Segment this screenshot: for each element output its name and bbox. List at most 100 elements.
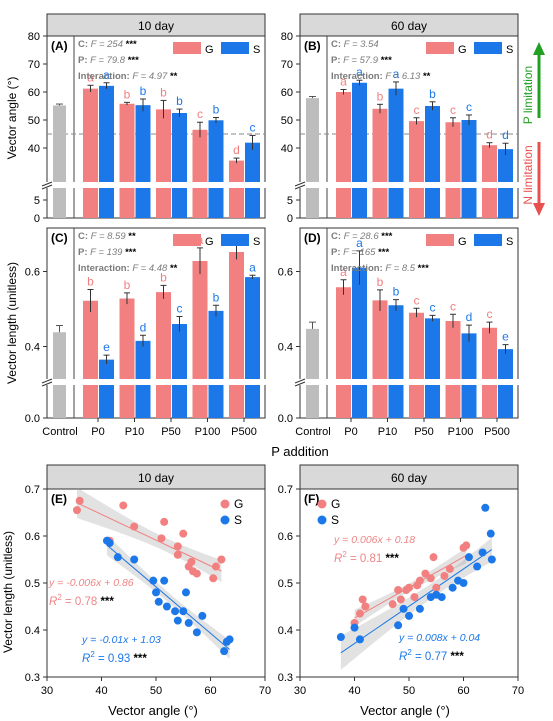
r-squared-S: R2 = 0.93 *** (82, 650, 147, 665)
axis-break-mark (41, 184, 53, 190)
point-S (350, 623, 359, 632)
y-tick-label: 0.7 (25, 484, 40, 496)
bar-G-P0 (83, 88, 98, 218)
axis-break-gap (41, 379, 271, 385)
point-G (160, 517, 169, 526)
legend-swatch-S (474, 234, 502, 246)
point-S (179, 607, 188, 616)
bar-G-P100 (192, 129, 208, 218)
y-tick-label: 0.6 (278, 267, 293, 279)
y-tick-label: 80 (281, 31, 293, 43)
point-G (462, 541, 471, 550)
x-tick-label: 40 (348, 685, 360, 697)
anova-stat-line: C: F = 28.6 *** (331, 231, 393, 242)
sig-letter-S-P10: b (393, 285, 400, 299)
point-S (181, 588, 190, 597)
x-tick-label-P500: P500 (484, 426, 510, 438)
sig-letter-G-P50: c (414, 293, 420, 307)
sig-letter-G-P50: c (414, 103, 420, 117)
point-G (211, 562, 220, 571)
legend-swatch-S (221, 234, 249, 246)
y-tick-label: 80 (28, 31, 40, 43)
bar-G-P50 (156, 109, 171, 218)
y-tick-label: 50 (28, 115, 40, 127)
legend-swatch-S (474, 42, 502, 54)
y-tick-label: 0.4 (278, 625, 293, 637)
regression-equation-S: y = -0.01x + 1.03 (81, 634, 161, 646)
point-S (336, 633, 345, 642)
y-tick-label: 40 (281, 143, 293, 155)
x-tick-label-control: Control (42, 426, 77, 438)
r-squared-S: R2 = 0.77 *** (399, 648, 464, 663)
bar-S-P10 (388, 305, 404, 418)
point-G (192, 569, 201, 578)
n-limitation-arrowhead (533, 203, 545, 216)
panel-label-F: (F) (304, 492, 319, 506)
x-tick-label-P0: P0 (91, 426, 104, 438)
sig-letter-G-P10: b (124, 87, 131, 101)
n-limitation-label: N limitation (521, 145, 535, 204)
point-G (173, 542, 182, 551)
panel-label-B: (B) (304, 39, 321, 53)
point-S (225, 635, 234, 644)
y-tick-label: 40 (28, 143, 40, 155)
axis-break-gap (41, 182, 271, 188)
bar-G-P50 (409, 312, 424, 418)
x-tick-label-P10: P10 (125, 426, 145, 438)
y-tick-label: 0.3 (25, 672, 40, 684)
bar-S-P100 (208, 310, 224, 418)
point-S (130, 555, 139, 564)
y-tick-label: 0.0 (25, 413, 40, 425)
x-tick-label: 30 (41, 685, 53, 697)
y-axis-title-length: Vector length (unitless) (5, 262, 19, 384)
anova-stat-line: Interaction: F = 4.97 ** (78, 71, 178, 82)
bar-G-P0 (336, 287, 351, 418)
point-G (421, 569, 430, 578)
legend-marker-G (220, 499, 230, 509)
sig-letter-G-P500: c (487, 307, 493, 321)
panel-strip-F (299, 464, 519, 490)
y-tick-label: 60 (281, 87, 293, 99)
bar-S-P0 (99, 85, 114, 218)
x-tick-label-control: Control (295, 426, 330, 438)
strip-label-F: 60 day (391, 471, 427, 485)
legend-swatch-S (221, 42, 249, 54)
y-tick-label: 0.4 (278, 342, 293, 354)
sig-letter-S-P10: d (140, 320, 147, 334)
sig-letter-G-P0: a (87, 70, 94, 84)
x-tick-label: 70 (512, 685, 524, 697)
axis-break-gap (294, 379, 524, 385)
panel-strip-E (46, 464, 266, 490)
bar-S-P0 (352, 82, 367, 218)
point-S (105, 539, 114, 548)
scatter-panel-E: 10 day 30 40 50 60 70 0.3 0.4 0.5 0.6 0.7 (E) GSy = … (25, 464, 271, 697)
point-G (130, 522, 139, 531)
point-S (415, 604, 424, 613)
regression-equation-S: y = 0.008x + 0.04 (398, 632, 480, 644)
y-tick-label: 50 (281, 115, 293, 127)
point-S (220, 647, 229, 656)
y-tick-label: 0.0 (278, 413, 293, 425)
bar-G-P0 (336, 92, 351, 218)
sig-letter-S-P50: c (177, 302, 183, 316)
point-S (154, 597, 163, 606)
bar-S-P500 (245, 142, 260, 218)
legend-swatch-G (173, 42, 201, 54)
sig-letter-S-P500: c (250, 120, 256, 134)
y-tick-label: 0 (34, 213, 40, 225)
bar-S-P50 (425, 318, 440, 418)
legend-label-S: S (506, 236, 513, 248)
legend-label-S: S (506, 44, 513, 56)
bar-S-P100 (461, 333, 477, 418)
point-G (179, 529, 188, 538)
point-G (75, 496, 84, 505)
sig-letter-S-P500: e (502, 330, 509, 344)
sig-letter-S-P0: a (356, 236, 363, 250)
anova-stat-line: P: F = 165 *** (331, 247, 389, 258)
point-G (355, 609, 364, 618)
axis-break-mark (294, 381, 306, 387)
point-G (415, 576, 424, 585)
bar-S-P10 (135, 105, 151, 218)
p-limitation-arrowhead (533, 42, 545, 55)
y-tick-label: 0.4 (25, 625, 40, 637)
